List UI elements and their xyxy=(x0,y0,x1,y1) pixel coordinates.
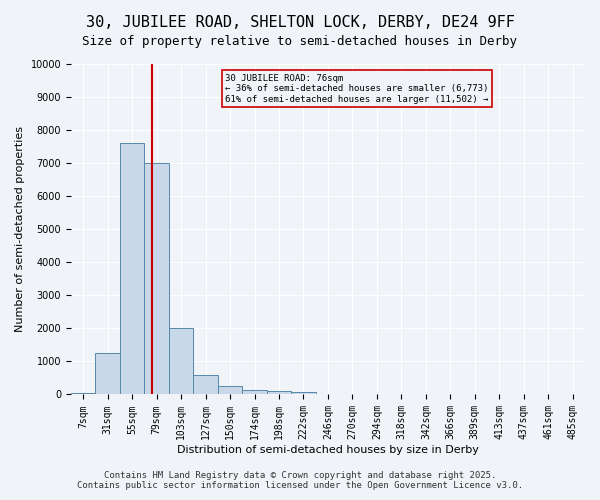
Bar xyxy=(291,392,316,394)
Bar xyxy=(120,144,145,394)
Bar xyxy=(95,353,120,395)
Text: 30, JUBILEE ROAD, SHELTON LOCK, DERBY, DE24 9FF: 30, JUBILEE ROAD, SHELTON LOCK, DERBY, D… xyxy=(86,15,514,30)
Bar xyxy=(218,386,242,394)
Text: Size of property relative to semi-detached houses in Derby: Size of property relative to semi-detach… xyxy=(83,35,517,48)
Bar xyxy=(145,163,169,394)
Bar xyxy=(242,390,267,394)
Bar xyxy=(193,374,218,394)
Y-axis label: Number of semi-detached properties: Number of semi-detached properties xyxy=(15,126,25,332)
Text: Contains HM Land Registry data © Crown copyright and database right 2025.
Contai: Contains HM Land Registry data © Crown c… xyxy=(77,470,523,490)
Bar xyxy=(169,328,193,394)
Text: 30 JUBILEE ROAD: 76sqm
← 36% of semi-detached houses are smaller (6,773)
61% of : 30 JUBILEE ROAD: 76sqm ← 36% of semi-det… xyxy=(225,74,488,104)
X-axis label: Distribution of semi-detached houses by size in Derby: Distribution of semi-detached houses by … xyxy=(177,445,479,455)
Bar xyxy=(267,391,291,394)
